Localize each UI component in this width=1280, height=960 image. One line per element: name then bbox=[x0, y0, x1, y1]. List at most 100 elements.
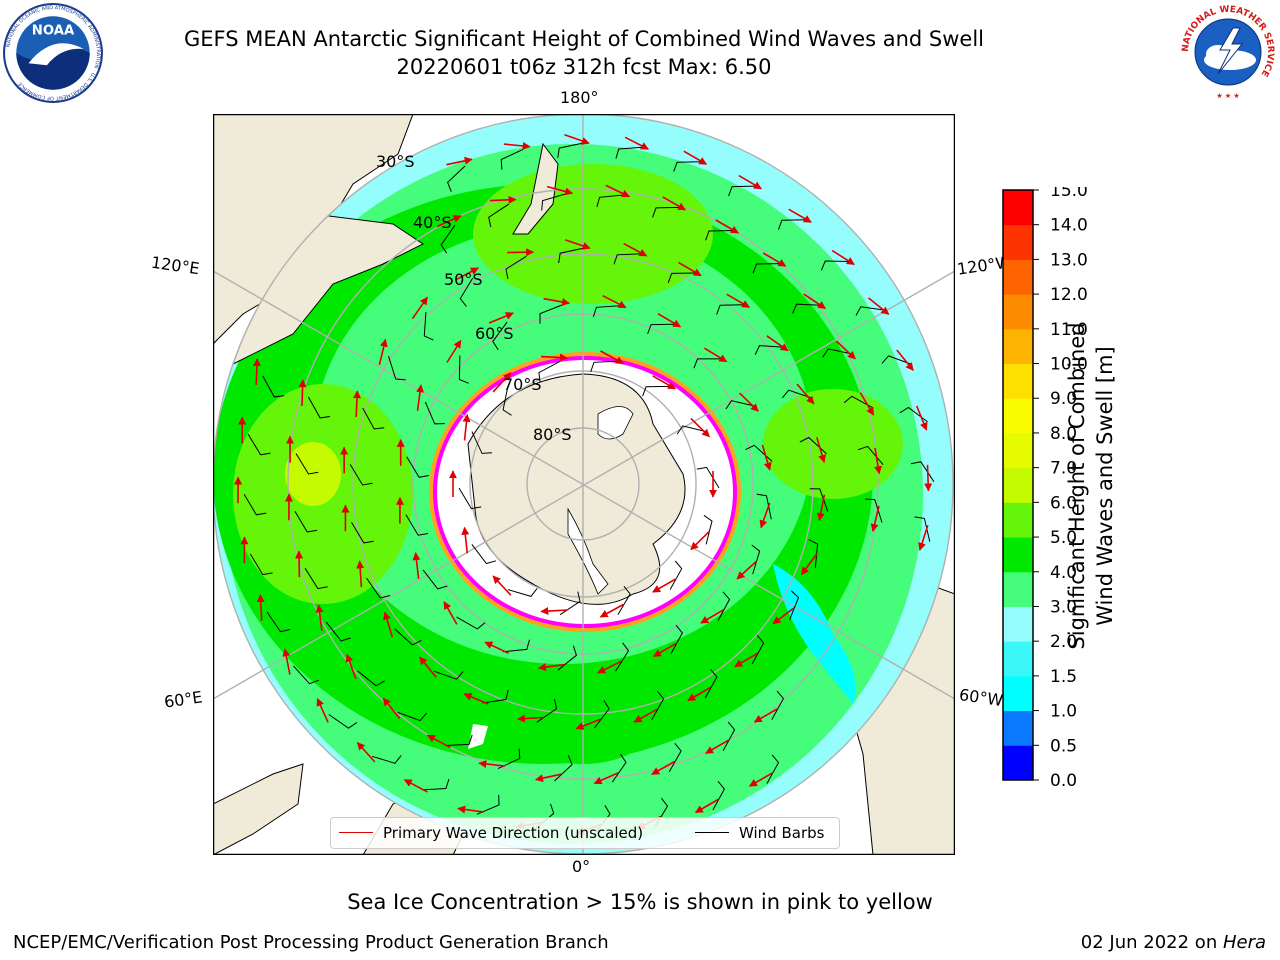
wind-barb bbox=[751, 634, 765, 665]
wind-barb bbox=[492, 321, 508, 351]
colorbar-tick-label: 5.0 bbox=[1050, 528, 1077, 548]
colorbar-block bbox=[1003, 675, 1033, 712]
wave-direction-arrow bbox=[870, 505, 880, 532]
colorbar-tick-label: 0.5 bbox=[1050, 736, 1077, 756]
wind-barb bbox=[304, 567, 328, 590]
lon-label-0: 0° bbox=[572, 857, 591, 876]
wave-direction-arrow bbox=[623, 242, 648, 257]
wave-direction-arrow bbox=[918, 525, 929, 551]
lat-label-70s: 70°S bbox=[503, 375, 542, 394]
wave-direction-arrow bbox=[605, 184, 631, 198]
wave-direction-arrow bbox=[546, 185, 574, 196]
wave-direction-arrow bbox=[412, 552, 421, 579]
wave-direction-arrow bbox=[446, 156, 473, 166]
wind-barb bbox=[696, 466, 720, 489]
wind-barb bbox=[447, 165, 466, 192]
wind-barb bbox=[362, 407, 385, 430]
wind-barb bbox=[500, 148, 524, 170]
wind-barb bbox=[864, 498, 883, 523]
wave-direction-arrow bbox=[734, 652, 758, 668]
colorbar-tick-label: 1.5 bbox=[1050, 667, 1077, 687]
wave-direction-arrow bbox=[419, 656, 437, 678]
wind-barb bbox=[855, 306, 885, 316]
wave-direction-arrow bbox=[535, 773, 562, 783]
wave-direction-arrow bbox=[484, 641, 509, 655]
wind-barb bbox=[667, 272, 696, 283]
wind-barb bbox=[456, 616, 486, 630]
wind-barb bbox=[424, 401, 445, 425]
colorbar-block bbox=[1003, 398, 1033, 434]
wind-barb bbox=[756, 493, 772, 520]
wind-barb bbox=[497, 748, 521, 770]
wave-direction-arrow bbox=[457, 805, 484, 814]
wind-barb bbox=[910, 461, 935, 482]
wave-direction-arrow bbox=[896, 349, 914, 371]
wind-barb bbox=[669, 560, 683, 590]
colorbar-tick-label: 8.0 bbox=[1050, 424, 1077, 444]
colorbar-block bbox=[1003, 641, 1033, 677]
wave-direction-arrow bbox=[599, 603, 624, 618]
wave-direction-arrow bbox=[859, 392, 875, 416]
nws-logo: NATIONAL WEATHER SERVICE ★ ★ ★ bbox=[1181, 5, 1275, 100]
wind-barb bbox=[617, 585, 631, 615]
wave-direction-arrow bbox=[492, 372, 512, 393]
wave-direction-arrow bbox=[352, 390, 361, 418]
wave-direction-arrow bbox=[700, 609, 724, 624]
wave-direction-arrow bbox=[687, 686, 711, 702]
colorbar-tick-label: 0.0 bbox=[1050, 771, 1077, 787]
wind-barb bbox=[716, 304, 745, 315]
wind-barb bbox=[444, 734, 473, 746]
footer-date: 02 Jun 2022 on Hera bbox=[1081, 932, 1266, 953]
wave-direction-arrow bbox=[517, 714, 544, 723]
wind-barb bbox=[752, 263, 781, 274]
colorbar-block bbox=[1003, 467, 1033, 503]
colorbar-block bbox=[1003, 537, 1033, 573]
colorbar-tick-label: 9.0 bbox=[1050, 389, 1077, 409]
wind-barb bbox=[673, 161, 702, 172]
wind-barb bbox=[482, 689, 509, 704]
wind-barb bbox=[778, 219, 806, 230]
wave-direction-arrow bbox=[690, 530, 710, 551]
wave-direction-arrow bbox=[624, 136, 650, 150]
wind-barb bbox=[693, 358, 722, 369]
colorbar-tick-label: 15.0 bbox=[1050, 187, 1088, 201]
wind-barb bbox=[558, 247, 584, 264]
wind-barb bbox=[397, 711, 428, 722]
wind-barb bbox=[502, 386, 512, 416]
wind-barb bbox=[808, 539, 819, 569]
wind-barb bbox=[613, 253, 642, 265]
colorbar-label-line2: Wind Waves and Swell [m] bbox=[1093, 346, 1117, 626]
noaa-logo: NOAA NATIONAL OCEANIC AND ATMOSPHERIC AD… bbox=[3, 3, 103, 103]
wave-direction-arrow bbox=[602, 294, 627, 309]
colorbar-block bbox=[1003, 363, 1033, 399]
wind-barbs-legend-label: Wind Barbs bbox=[739, 824, 825, 842]
wind-barb bbox=[820, 260, 850, 271]
wind-barb bbox=[704, 668, 718, 699]
wind-barb bbox=[615, 642, 630, 672]
wave-direction-arrow bbox=[736, 560, 757, 580]
wave-direction-arrow bbox=[924, 464, 933, 492]
wave-direction-arrow bbox=[652, 642, 677, 658]
wave-direction-arrow bbox=[252, 358, 261, 385]
wave-direction-arrow bbox=[454, 267, 479, 281]
wave-direction-arrow bbox=[315, 604, 324, 632]
colorbar-block bbox=[1003, 224, 1033, 260]
wind-barb bbox=[647, 323, 676, 335]
wind-barb bbox=[295, 453, 319, 475]
wave-direction-arrow bbox=[345, 653, 357, 680]
wind-barb bbox=[405, 514, 429, 536]
wave-direction-arrow bbox=[766, 335, 789, 352]
colorbar-tick-label: 10.0 bbox=[1050, 355, 1088, 375]
colorbar-tick-label: 11.0 bbox=[1050, 320, 1088, 340]
wave-direction-arrow bbox=[356, 742, 376, 763]
lon-label-60e: 60°E bbox=[162, 687, 204, 712]
wind-barb bbox=[705, 230, 734, 241]
wind-barb bbox=[596, 194, 624, 208]
wind-barb bbox=[781, 389, 812, 399]
chart-title: GEFS MEAN Antarctic Significant Height o… bbox=[183, 27, 985, 51]
wave-direction-arrow bbox=[503, 142, 531, 150]
colorbar-tick-label: 1.0 bbox=[1050, 702, 1077, 722]
wind-barb bbox=[243, 494, 267, 516]
colorbar-tick-label: 2.0 bbox=[1050, 632, 1077, 652]
wave-direction-arrow bbox=[739, 392, 759, 412]
